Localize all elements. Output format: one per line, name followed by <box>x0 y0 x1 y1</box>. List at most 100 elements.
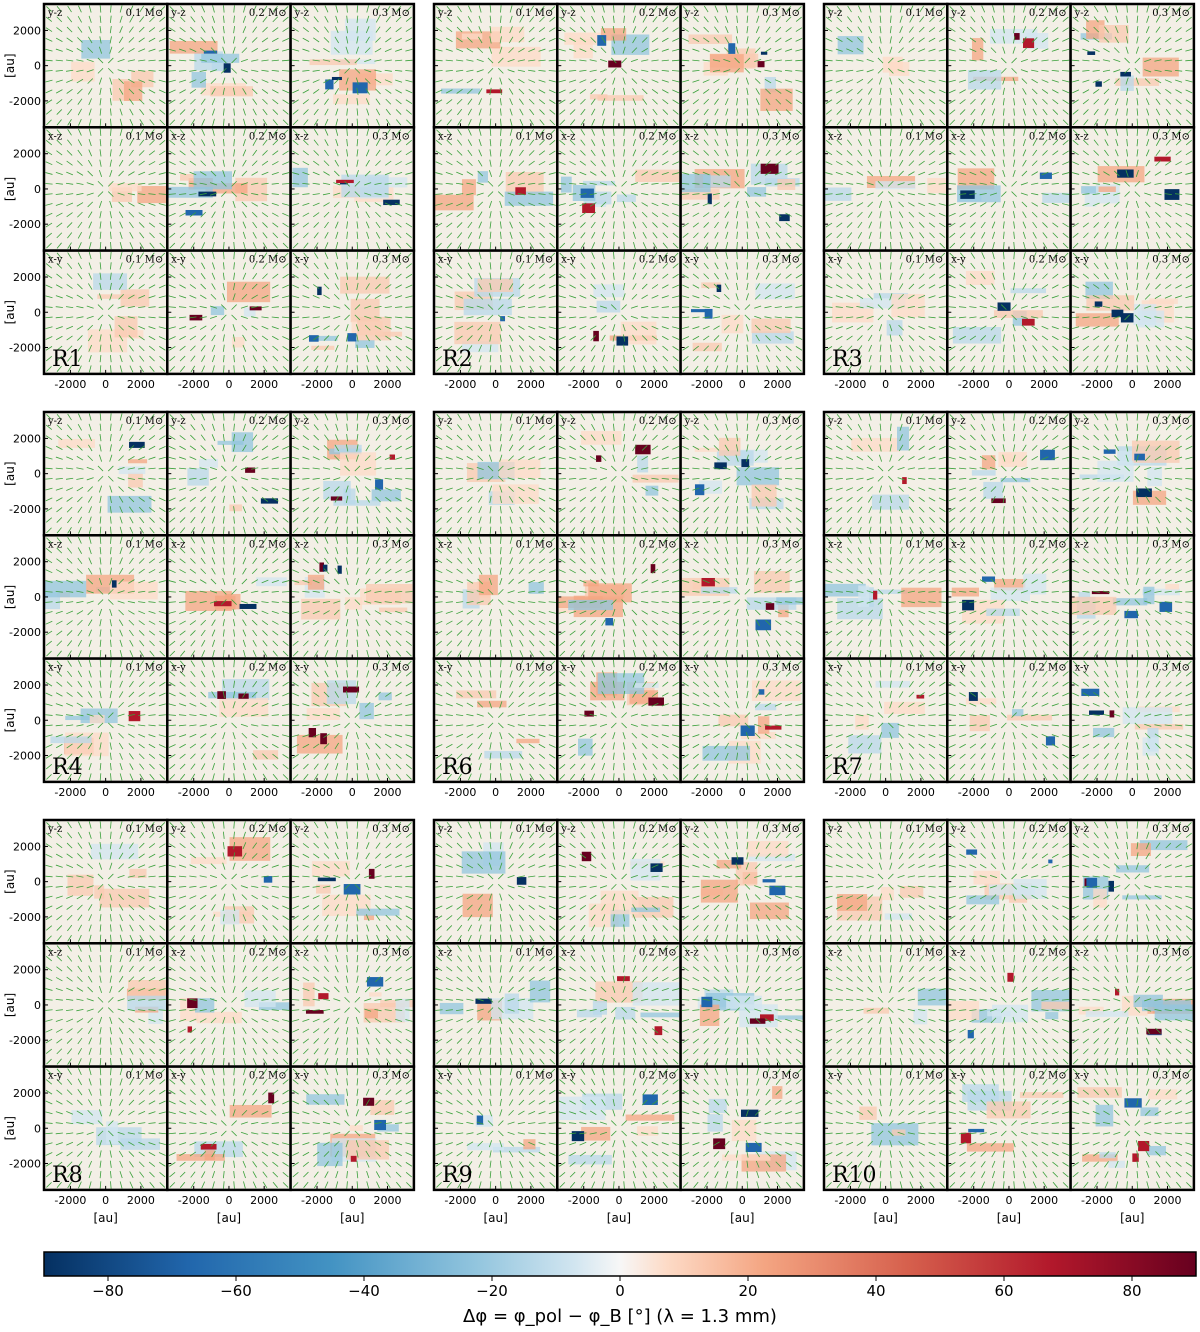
polarization-vector <box>364 192 372 196</box>
polarization-vector <box>128 211 135 218</box>
polarization-vector <box>395 27 402 33</box>
polarization-vector <box>384 182 392 185</box>
polarization-vector <box>222 87 225 96</box>
polarization-vector <box>282 99 289 104</box>
projection-label: x-z <box>438 131 452 142</box>
polarization-vector <box>179 202 187 206</box>
projection-label: x-y <box>685 255 700 266</box>
polarization-vector <box>179 161 186 166</box>
polarization-vector <box>365 36 370 44</box>
polarization-vector <box>99 221 102 229</box>
polarization-vector <box>323 37 330 43</box>
delta-phi-strong <box>1021 318 1035 326</box>
polarization-vector <box>45 306 53 308</box>
polarization-vector <box>282 161 290 166</box>
polarization-vector <box>88 139 92 147</box>
polarization-vector <box>291 59 300 62</box>
polarization-vector <box>118 78 124 84</box>
polarization-vector <box>346 149 349 157</box>
polarization-vector <box>366 128 370 136</box>
polarization-vector <box>374 171 382 176</box>
polarization-vector <box>56 109 63 115</box>
delta-phi-region <box>357 316 391 341</box>
polarization-vector <box>334 159 339 167</box>
polarization-vector <box>168 48 176 52</box>
polarization-vector <box>223 128 225 136</box>
polarization-vector <box>189 160 197 166</box>
polarization-vector <box>201 108 206 116</box>
polarization-vector <box>55 70 63 72</box>
polarization-vector <box>303 242 309 249</box>
polarization-vector <box>262 5 268 13</box>
polarization-vector <box>346 5 348 13</box>
group-label-R3: R3 <box>832 347 863 372</box>
projection-label: y-z <box>294 8 309 19</box>
polarization-vector <box>374 69 382 72</box>
projection-label: y-z <box>684 8 699 19</box>
polarization-vector <box>66 202 74 207</box>
polarization-vector <box>405 183 413 185</box>
polarization-vector <box>99 149 102 157</box>
polarization-vector <box>356 149 359 157</box>
polarization-vector <box>312 69 320 72</box>
delta-phi-region <box>167 186 213 198</box>
delta-phi-strong <box>203 50 218 54</box>
polarization-vector <box>45 284 53 289</box>
delta-phi-strong <box>593 330 599 342</box>
polarization-vector <box>201 128 206 136</box>
polarization-vector <box>211 88 216 95</box>
polarization-vector <box>395 150 402 156</box>
polarization-vector <box>242 149 247 157</box>
polarization-vector <box>127 182 136 185</box>
x-tick-label: -2000 <box>301 378 333 391</box>
polarization-vector <box>148 99 156 105</box>
polarization-vector <box>384 69 392 72</box>
polarization-vector <box>88 36 93 44</box>
polarization-vector <box>98 200 103 208</box>
delta-phi-region <box>952 327 1002 344</box>
polarization-vector <box>302 150 309 156</box>
panel-background <box>167 412 291 536</box>
polarization-vector <box>345 77 349 85</box>
polarization-vector <box>77 88 83 95</box>
polarization-vector <box>395 99 402 105</box>
x-tick-label: -2000 <box>1081 378 1113 391</box>
polarization-vector <box>138 48 146 52</box>
polarization-vector <box>56 119 62 126</box>
polarization-vector <box>333 170 340 177</box>
polarization-vector <box>148 202 156 206</box>
polarization-vector <box>88 98 92 106</box>
polarization-vector <box>88 108 92 116</box>
polarization-vector <box>128 202 135 207</box>
polarization-vector <box>159 140 166 146</box>
polarization-vector <box>386 242 391 249</box>
delta-phi-region <box>1149 298 1178 304</box>
polarization-vector <box>45 38 53 42</box>
polarization-vector <box>303 5 309 13</box>
polarization-vector <box>138 59 146 62</box>
polarization-vector <box>375 88 381 95</box>
polarization-vector <box>271 59 279 62</box>
polarization-vector <box>128 160 135 167</box>
polarization-vector <box>303 109 309 115</box>
x-tick-label: 0 <box>349 378 356 391</box>
polarization-vector <box>222 221 225 229</box>
polarization-vector <box>211 231 216 239</box>
polarization-vector <box>55 335 63 341</box>
polarization-vector <box>138 171 146 176</box>
delta-phi-region <box>596 300 621 313</box>
polarization-vector <box>292 212 300 217</box>
polarization-vector <box>252 26 258 33</box>
polarization-vector <box>324 139 329 146</box>
polarization-vector <box>45 89 53 94</box>
polarization-vector <box>312 202 320 207</box>
polarization-vector <box>292 99 299 104</box>
polarization-vector <box>99 87 102 96</box>
y-tick-label: 2000 <box>13 432 41 445</box>
polarization-vector <box>385 160 392 166</box>
polarization-vector <box>302 161 310 166</box>
polarization-vector <box>67 139 73 146</box>
polarization-vector <box>261 48 269 52</box>
polarization-vector <box>109 25 112 34</box>
